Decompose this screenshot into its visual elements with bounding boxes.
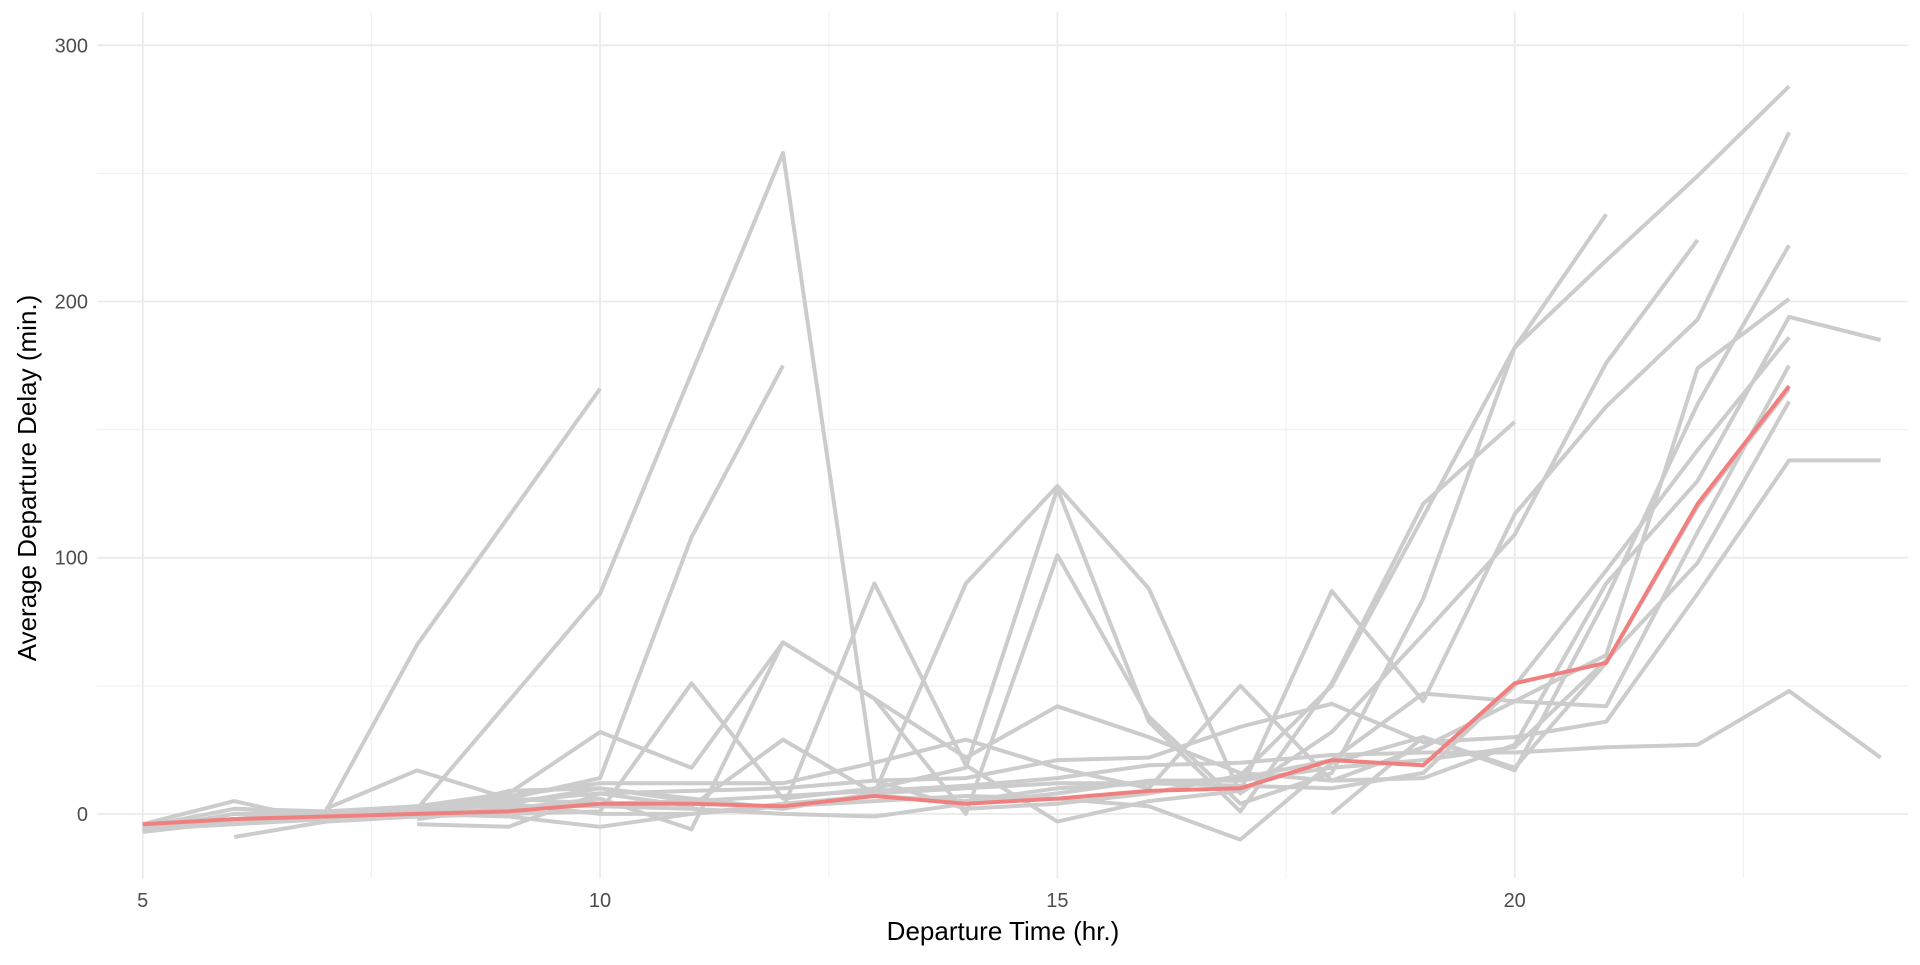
series-line-5 [416, 84, 1791, 816]
series-line-15 [416, 400, 1791, 822]
series-line-7 [142, 131, 1791, 832]
highlighted-series-line [142, 384, 1791, 827]
minor-gridlines [97, 12, 1908, 878]
y-axis-title: Average Departure Delay (min.) [12, 295, 42, 662]
x-tick-label: 15 [1046, 890, 1068, 912]
y-tick-label: 0 [77, 804, 88, 826]
y-tick-label: 200 [55, 292, 88, 314]
y-tick-label: 100 [55, 548, 88, 570]
x-tick-label: 10 [589, 890, 611, 912]
x-tick-label: 5 [137, 890, 148, 912]
x-axis-ticks: 5 10 15 20 [137, 890, 1526, 912]
series-line-14 [234, 336, 1791, 816]
highlight-layer [142, 384, 1791, 827]
y-tick-label: 300 [55, 35, 88, 57]
series-line-11 [233, 689, 1882, 839]
series-line-3 [324, 364, 785, 811]
x-tick-label: 20 [1504, 890, 1526, 912]
x-axis-title: Departure Time (hr.) [887, 916, 1120, 946]
series-layer [142, 84, 1882, 842]
series-line-1 [142, 387, 602, 829]
y-axis-ticks: 0 100 200 300 [55, 35, 88, 826]
series-line-6 [417, 238, 1700, 829]
